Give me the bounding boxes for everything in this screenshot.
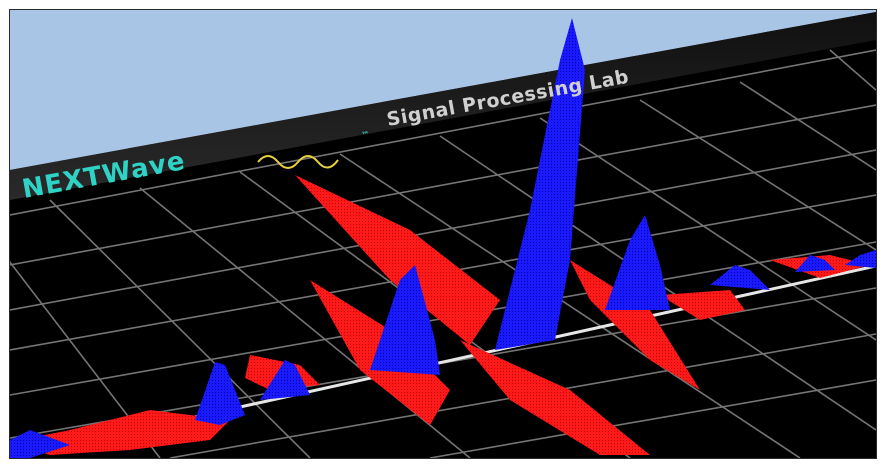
red-lobe-7 [660, 290, 745, 320]
3d-signal-plot[interactable]: NEXTWave ™ Signal Processing Lab [10, 10, 876, 458]
blue-peak-9 [845, 250, 876, 268]
blue-peak-3 [260, 360, 310, 400]
blue-peak-small-left [10, 430, 70, 458]
imaginary-component-waveforms [10, 18, 876, 458]
wave-logo-icon [257, 155, 339, 169]
blue-peak-8 [795, 255, 835, 272]
red-lobe-6 [570, 260, 700, 390]
red-lobe-4 [295, 175, 500, 345]
blue-peak-4 [370, 265, 440, 375]
title-band [10, 12, 876, 200]
visualization-frame: NEXTWave ™ Signal Processing Lab [9, 9, 877, 459]
real-component-waveforms [10, 175, 870, 455]
blue-peak-6 [605, 215, 670, 310]
red-lobe-5 [460, 340, 650, 455]
blue-peak-main [495, 18, 585, 350]
brand-trademark: ™ [361, 130, 370, 140]
blue-peak-7 [710, 265, 770, 290]
sky-background [10, 10, 876, 170]
blue-peak-2 [195, 362, 245, 425]
